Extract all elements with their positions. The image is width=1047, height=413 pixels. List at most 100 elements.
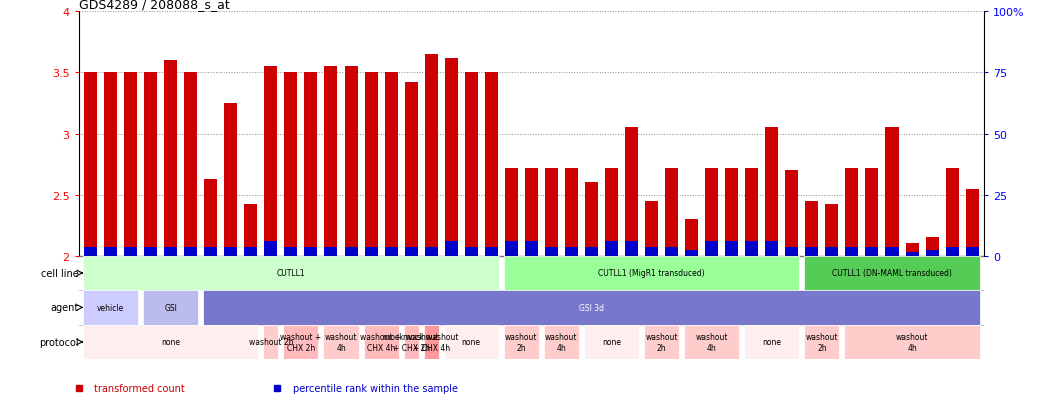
- Bar: [645, 247, 659, 256]
- Text: GDS4289 / 208088_s_at: GDS4289 / 208088_s_at: [79, 0, 229, 11]
- Bar: [906, 252, 918, 256]
- Bar: [364, 247, 378, 256]
- Bar: [565, 169, 578, 256]
- Bar: [765, 128, 778, 256]
- Bar: [404, 83, 418, 256]
- Text: washout
2h: washout 2h: [505, 332, 537, 352]
- Bar: [804, 325, 840, 359]
- Bar: [445, 59, 458, 256]
- Bar: [866, 169, 878, 256]
- Bar: [143, 290, 198, 325]
- Bar: [83, 290, 138, 325]
- Bar: [344, 247, 357, 256]
- Bar: [785, 171, 799, 256]
- Bar: [83, 325, 259, 359]
- Bar: [845, 247, 859, 256]
- Bar: [845, 325, 980, 359]
- Bar: [866, 247, 878, 256]
- Text: protocol: protocol: [40, 337, 79, 347]
- Bar: [264, 242, 277, 256]
- Bar: [585, 247, 598, 256]
- Bar: [645, 201, 659, 256]
- Text: none: none: [161, 337, 180, 347]
- Text: vehicle: vehicle: [97, 303, 125, 312]
- Text: cell line: cell line: [41, 268, 79, 278]
- Text: mock washout
+ CHX 4h: mock washout + CHX 4h: [403, 332, 459, 352]
- Text: washout
4h: washout 4h: [695, 332, 728, 352]
- Bar: [184, 247, 197, 256]
- Bar: [745, 242, 758, 256]
- Bar: [886, 128, 898, 256]
- Text: CUTLL1 (DN-MAML transduced): CUTLL1 (DN-MAML transduced): [832, 269, 952, 278]
- Bar: [285, 247, 297, 256]
- Bar: [625, 242, 638, 256]
- Bar: [644, 325, 680, 359]
- Bar: [745, 169, 758, 256]
- Bar: [805, 247, 819, 256]
- Bar: [605, 169, 618, 256]
- Bar: [404, 325, 419, 359]
- Text: washout 2h: washout 2h: [248, 337, 293, 347]
- Bar: [804, 256, 980, 290]
- Bar: [485, 74, 497, 256]
- Bar: [84, 74, 97, 256]
- Bar: [425, 55, 438, 256]
- Bar: [685, 250, 698, 256]
- Bar: [204, 247, 218, 256]
- Bar: [264, 67, 277, 256]
- Bar: [404, 247, 418, 256]
- Bar: [203, 290, 980, 325]
- Bar: [544, 247, 558, 256]
- Bar: [706, 169, 718, 256]
- Bar: [104, 74, 117, 256]
- Text: mock washout
+ CHX 2h: mock washout + CHX 2h: [383, 332, 439, 352]
- Bar: [744, 325, 799, 359]
- Bar: [845, 169, 859, 256]
- Bar: [685, 220, 698, 256]
- Bar: [505, 242, 518, 256]
- Bar: [144, 74, 157, 256]
- Bar: [825, 205, 839, 256]
- Bar: [83, 256, 498, 290]
- Bar: [665, 247, 678, 256]
- Bar: [384, 74, 398, 256]
- Bar: [625, 128, 638, 256]
- Bar: [525, 242, 538, 256]
- Bar: [525, 169, 538, 256]
- Bar: [324, 325, 358, 359]
- Text: washout
4h: washout 4h: [545, 332, 578, 352]
- Text: GSI 3d: GSI 3d: [579, 303, 604, 312]
- Bar: [886, 247, 898, 256]
- Bar: [543, 325, 579, 359]
- Text: washout
4h: washout 4h: [896, 332, 929, 352]
- Text: washout
2h: washout 2h: [805, 332, 839, 352]
- Bar: [424, 325, 439, 359]
- Bar: [144, 247, 157, 256]
- Bar: [906, 244, 918, 256]
- Text: none: none: [602, 337, 621, 347]
- Bar: [125, 74, 137, 256]
- Bar: [565, 247, 578, 256]
- Bar: [84, 247, 97, 256]
- Bar: [505, 169, 518, 256]
- Bar: [504, 325, 539, 359]
- Bar: [825, 247, 839, 256]
- Bar: [585, 183, 598, 256]
- Bar: [785, 247, 799, 256]
- Bar: [605, 242, 618, 256]
- Text: agent: agent: [50, 303, 79, 313]
- Text: GSI: GSI: [164, 303, 177, 312]
- Bar: [445, 242, 458, 256]
- Bar: [544, 169, 558, 256]
- Bar: [945, 247, 959, 256]
- Text: washout
2h: washout 2h: [645, 332, 677, 352]
- Bar: [344, 67, 357, 256]
- Bar: [125, 247, 137, 256]
- Bar: [305, 247, 317, 256]
- Bar: [425, 247, 438, 256]
- Bar: [965, 247, 979, 256]
- Bar: [325, 247, 337, 256]
- Bar: [224, 247, 238, 256]
- Bar: [465, 247, 477, 256]
- Bar: [444, 325, 498, 359]
